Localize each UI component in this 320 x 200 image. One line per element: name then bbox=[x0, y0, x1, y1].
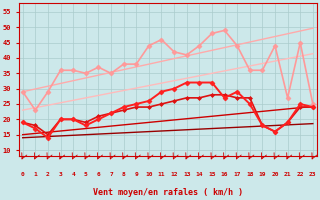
X-axis label: Vent moyen/en rafales ( km/h ): Vent moyen/en rafales ( km/h ) bbox=[93, 188, 243, 197]
